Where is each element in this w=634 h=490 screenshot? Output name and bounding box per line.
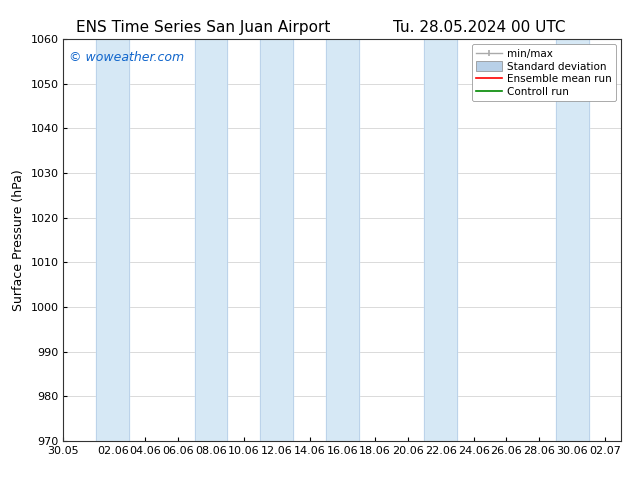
Text: © woweather.com: © woweather.com <box>69 51 184 64</box>
Bar <box>326 39 359 441</box>
Bar <box>96 39 129 441</box>
Bar <box>424 39 457 441</box>
Text: Tu. 28.05.2024 00 UTC: Tu. 28.05.2024 00 UTC <box>393 20 566 35</box>
Bar <box>261 39 293 441</box>
Bar <box>555 39 588 441</box>
Y-axis label: Surface Pressure (hPa): Surface Pressure (hPa) <box>12 169 25 311</box>
Text: ENS Time Series San Juan Airport: ENS Time Series San Juan Airport <box>76 20 330 35</box>
Legend: min/max, Standard deviation, Ensemble mean run, Controll run: min/max, Standard deviation, Ensemble me… <box>472 45 616 101</box>
Bar <box>195 39 228 441</box>
